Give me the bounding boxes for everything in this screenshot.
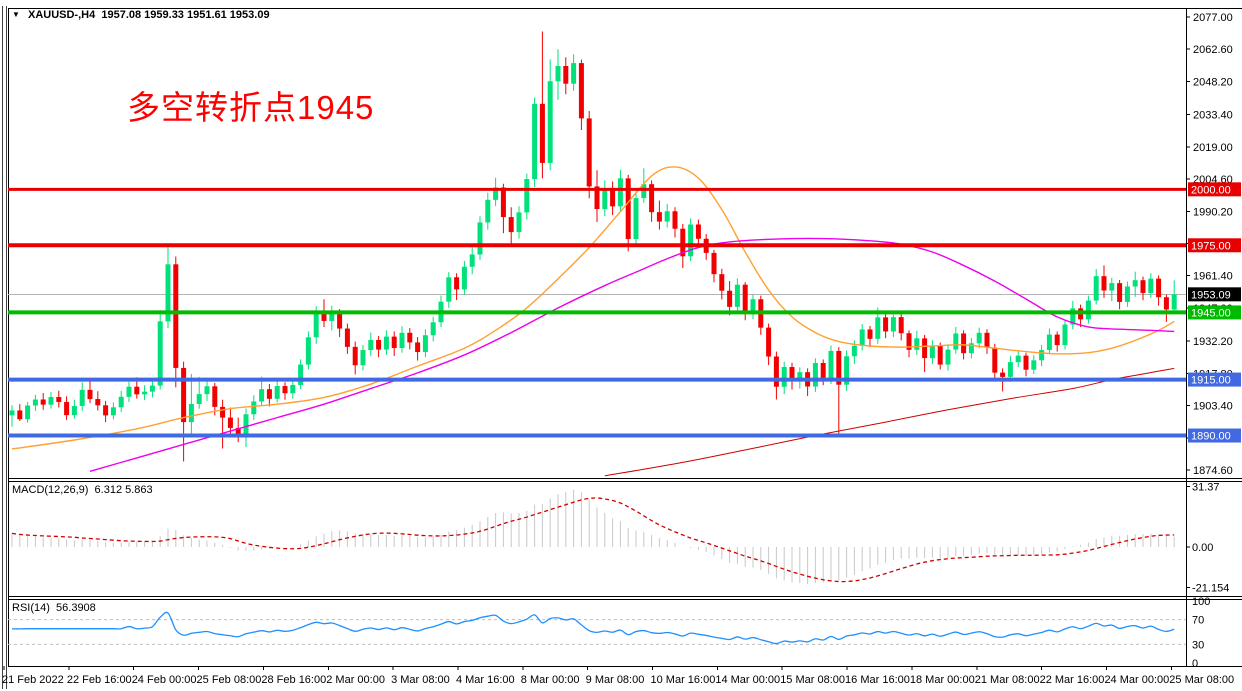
time-axis-area[interactable] [8, 666, 1186, 690]
price-tick-label: 1990.20 [1193, 206, 1233, 218]
time-axis-label: 21 Mar 08:00 [975, 674, 1040, 686]
level-badge-1945 [1188, 305, 1241, 320]
symbol-name: XAUUSD-,H4 [27, 9, 96, 21]
price-tick-label: 1874.60 [1193, 465, 1233, 477]
time-axis-label: 3 Mar 08:00 [391, 674, 450, 686]
macd-tick-label: 31.37 [1192, 482, 1220, 494]
time-axis-label: 10 Mar 16:00 [651, 674, 716, 686]
rsi-tick-label: 70 [1192, 615, 1204, 627]
level-badge-1915-text: 1915.00 [1191, 375, 1231, 387]
level-badge-2000-text: 2000.00 [1191, 184, 1231, 196]
current-price-badge-text: 1953.09 [1191, 289, 1231, 301]
macd-title: MACD(12,26,9) [12, 484, 89, 496]
rsi-title: RSI(14) [12, 602, 50, 614]
level-badge-1890-text: 1890.00 [1191, 431, 1231, 443]
time-axis-label: 25 Feb 08:00 [197, 674, 262, 686]
time-axis-label: 24 Feb 00:00 [132, 674, 197, 686]
time-axis: 21 Feb 202222 Feb 16:0024 Feb 00:0025 Fe… [2, 666, 1234, 686]
price-tick-label: 2062.60 [1193, 44, 1233, 56]
macd-panel-area[interactable] [8, 481, 1186, 596]
price-tick-label: 1903.40 [1193, 401, 1233, 413]
time-axis-label: 28 Feb 16:00 [261, 674, 326, 686]
time-axis-label: 25 Mar 08:00 [1169, 674, 1234, 686]
panel-borders [2, 6, 1242, 689]
macd-signal-line [11, 497, 1175, 583]
ma-fast-orange-line[interactable] [11, 166, 1175, 450]
symbol-header: ▼ XAUUSD-,H4 1957.08 1959.33 1951.61 195… [12, 9, 270, 21]
time-axis-label: 15 Mar 08:00 [780, 674, 845, 686]
rsi-indicator-label: RSI(14) 56.3908 [12, 602, 96, 614]
ohlc-readout: 1957.08 1959.33 1951.61 1953.09 [101, 9, 270, 21]
price-axis-area[interactable] [1186, 8, 1242, 666]
time-axis-label: 18 Mar 00:00 [910, 674, 975, 686]
level-badge-1915 [1188, 372, 1241, 387]
time-axis-label: 14 Mar 00:00 [715, 674, 780, 686]
level-badge-1975-text: 1975.00 [1191, 240, 1231, 252]
current-price-badge [1188, 287, 1241, 302]
symbol-dropdown-triangle[interactable]: ▼ [12, 10, 20, 19]
time-axis-label: 9 Mar 08:00 [586, 674, 645, 686]
level-badge-1975 [1188, 238, 1241, 253]
time-axis-label: 4 Mar 16:00 [456, 674, 515, 686]
macd-values: 6.312 5.863 [94, 484, 153, 496]
time-axis-label: 8 Mar 00:00 [521, 674, 580, 686]
rsi-value: 56.3908 [56, 602, 96, 614]
macd-histogram [11, 489, 1175, 585]
price-tick-label: 2048.20 [1193, 76, 1233, 88]
time-axis-label: 16 Mar 16:00 [845, 674, 910, 686]
time-axis-label: 2 Mar 00:00 [326, 674, 385, 686]
macd-tick-label: 0.00 [1192, 542, 1213, 554]
time-axis-label: 22 Mar 16:00 [1040, 674, 1105, 686]
level-badge-1890 [1188, 428, 1241, 443]
time-axis-label: 24 Mar 00:00 [1104, 674, 1169, 686]
price-tick-label: 2019.00 [1193, 142, 1233, 154]
main-chart-area[interactable] [8, 8, 1186, 478]
rsi-panel-area[interactable] [8, 599, 1186, 666]
rsi-tick-label: 0 [1192, 658, 1198, 670]
price-tick-label: 1932.20 [1193, 336, 1233, 348]
price-badges: 2000.00 1975.00 1945.00 1915.00 1890.00 1953.… [1188, 182, 1241, 443]
time-axis-label: 21 Feb 2022 [2, 674, 64, 686]
candles-group [9, 31, 1177, 462]
time-axis-label: 22 Feb 16:00 [67, 674, 132, 686]
rsi-tick-label: 30 [1192, 639, 1204, 651]
level-badge-1945-text: 1945.00 [1191, 307, 1231, 319]
rsi-tick-label: 100 [1192, 596, 1210, 608]
price-tick-label: 2033.40 [1193, 110, 1233, 122]
ma-slow-magenta-line[interactable] [89, 237, 1175, 473]
trend-annotation: 多空转折点1945 [127, 89, 375, 126]
price-tick-label: 1961.40 [1193, 271, 1233, 283]
rsi-line [11, 611, 1175, 645]
price-tick-label: 2077.00 [1193, 12, 1233, 24]
macd-tick-label: -21.154 [1192, 583, 1229, 595]
macd-indicator-label: MACD(12,26,9) 6.312 5.863 [12, 484, 153, 496]
level-badge-2000 [1188, 182, 1241, 197]
